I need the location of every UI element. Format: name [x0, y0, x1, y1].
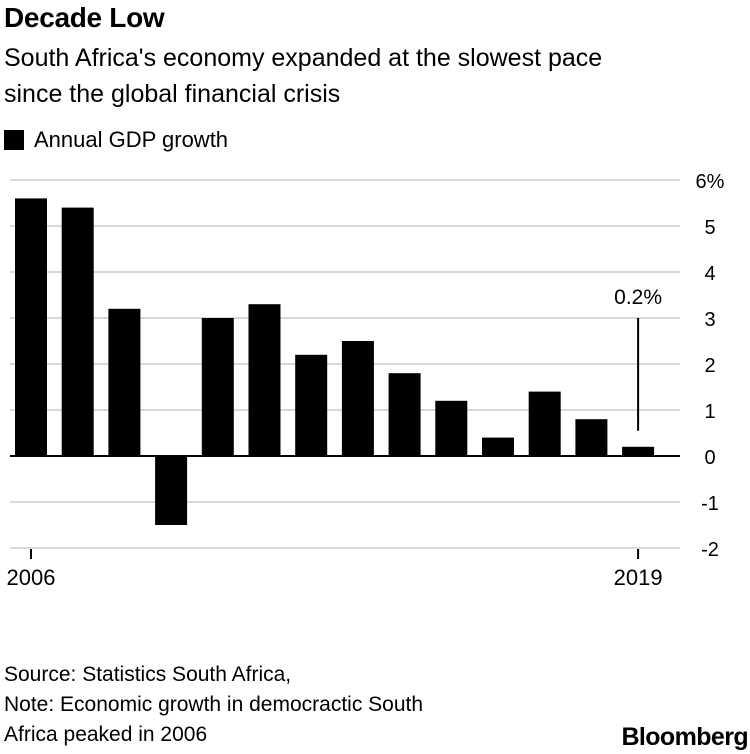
bar-2015	[435, 400, 468, 456]
bar-2013	[341, 341, 374, 456]
annotation-label: 0.2%	[614, 286, 662, 309]
subtitle-line-1: South Africa's economy expanded at the s…	[4, 44, 603, 72]
bloomberg-logo: Bloomberg	[621, 723, 748, 751]
chart-title: Decade Low	[4, 2, 165, 33]
y-tick-label: -2	[701, 539, 719, 561]
bar-2011	[248, 304, 281, 456]
y-tick-label: 2	[704, 355, 715, 377]
bar-2009	[155, 456, 188, 525]
y-tick-label: 0	[704, 447, 715, 469]
annotation: 0.2%	[614, 286, 662, 431]
bar-2017	[528, 391, 561, 456]
x-tick-label: 2019	[614, 565, 663, 590]
chart-subtitle: South Africa's economy expanded at the s…	[4, 40, 744, 112]
x-tick-label: 2006	[7, 565, 56, 590]
y-tick-label: 1	[704, 401, 715, 423]
bar-2018	[575, 419, 608, 456]
subtitle-line-2: since the global financial crisis	[4, 80, 341, 108]
legend-swatch	[4, 130, 24, 150]
y-tick-label: 3	[704, 309, 715, 331]
y-tick-label: 6%	[696, 171, 725, 193]
bar-2016	[482, 437, 514, 456]
footer: Source: Statistics South Africa, Note: E…	[4, 660, 423, 750]
bar-2010	[201, 318, 234, 456]
y-axis: 6% 5 4 3 2 1 0 -1 -2	[696, 171, 725, 561]
legend: Annual GDP growth	[4, 126, 228, 154]
legend-label: Annual GDP growth	[34, 127, 229, 152]
y-tick-label: 4	[704, 263, 715, 285]
source-text: Source: Statistics South Africa,	[4, 663, 292, 686]
bar-2008	[108, 308, 141, 456]
bar-2012	[295, 354, 328, 456]
bar-2006	[15, 198, 47, 456]
y-tick-label: 5	[704, 217, 715, 239]
y-tick-label: -1	[701, 493, 719, 515]
x-axis: 2006 2019	[7, 549, 663, 590]
bar-chart: 6% 5 4 3 2 1 0 -1 -2 2006 2019 0.2%	[7, 171, 725, 590]
note-text-line-2: Africa peaked in 2006	[4, 723, 208, 746]
bar-2014	[388, 373, 421, 456]
bar-2019	[622, 446, 655, 456]
note-text-line-1: Note: Economic growth in democractic Sou…	[4, 693, 424, 716]
bars-layer	[10, 198, 680, 525]
bar-2007	[61, 207, 94, 456]
